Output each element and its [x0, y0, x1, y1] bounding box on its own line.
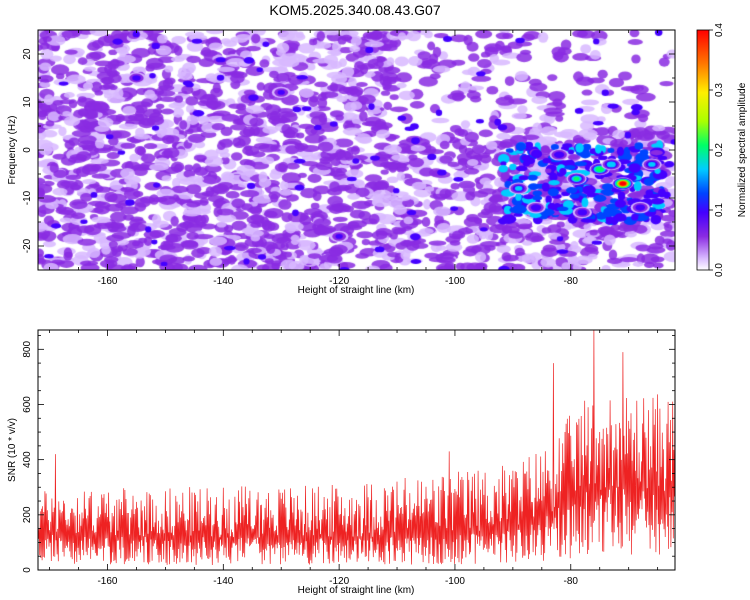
x-tick-label: -80: [564, 576, 579, 587]
spectrogram-x-label: Height of straight line (km): [298, 285, 415, 296]
x-tick-label: -140: [213, 576, 233, 587]
colorbar-tick-label: 0.0: [714, 263, 725, 277]
x-tick-label: -140: [213, 276, 233, 287]
colorbar-ticks: 0.0 0.1 0.2 0.3 0.4: [709, 23, 725, 277]
x-tick-label: -160: [97, 276, 117, 287]
colorbar: 0.0 0.1 0.2 0.3 0.4 Normalized spectral ampl…: [696, 23, 748, 277]
spectrogram-canvas-holder: [38, 30, 675, 270]
y-tick-label: -20: [22, 238, 33, 253]
y-tick-label: 600: [22, 396, 33, 413]
x-tick-label: -120: [329, 576, 349, 587]
snr-frame: [37, 329, 676, 571]
snr-panel: -160 -140 -120 -100 -80 0 200 400 600 800 Height …: [7, 329, 676, 596]
x-tick-label: -100: [445, 276, 465, 287]
chart-title: KOM5.2025.340.08.43.G07: [269, 2, 440, 18]
y-tick-label: -10: [22, 190, 33, 205]
y-tick-label: 10: [22, 96, 33, 108]
y-tick-label: 800: [22, 341, 33, 358]
spectrogram-heatmap: [38, 30, 675, 270]
y-tick-label: 400: [22, 451, 33, 468]
colorbar-tick-label: 0.4: [714, 23, 725, 37]
colorbar-tick-label: 0.2: [714, 143, 725, 157]
y-tick-label: 0: [22, 147, 33, 153]
x-tick-label: -120: [329, 276, 349, 287]
snr-ticks: -160 -140 -120 -100 -80 0 200 400 600 800: [22, 330, 675, 587]
snr-y-label: SNR (10 * v/v): [7, 418, 18, 482]
x-tick-label: -100: [445, 576, 465, 587]
y-tick-label: 20: [22, 48, 33, 60]
snr-x-label: Height of straight line (km): [298, 585, 415, 596]
colorbar-tick-label: 0.1: [714, 203, 725, 217]
y-tick-label: 0: [22, 567, 33, 573]
colorbar-tick-label: 0.3: [714, 83, 725, 97]
x-tick-label: -160: [97, 576, 117, 587]
x-tick-label: -80: [564, 276, 579, 287]
y-tick-label: 200: [22, 506, 33, 523]
colorbar-label: Normalized spectral amplitude: [737, 82, 748, 217]
snr-series-line: [38, 330, 675, 566]
spectrogram-y-label: Frequency (Hz): [7, 116, 18, 185]
colorbar-gradient: [696, 29, 710, 271]
